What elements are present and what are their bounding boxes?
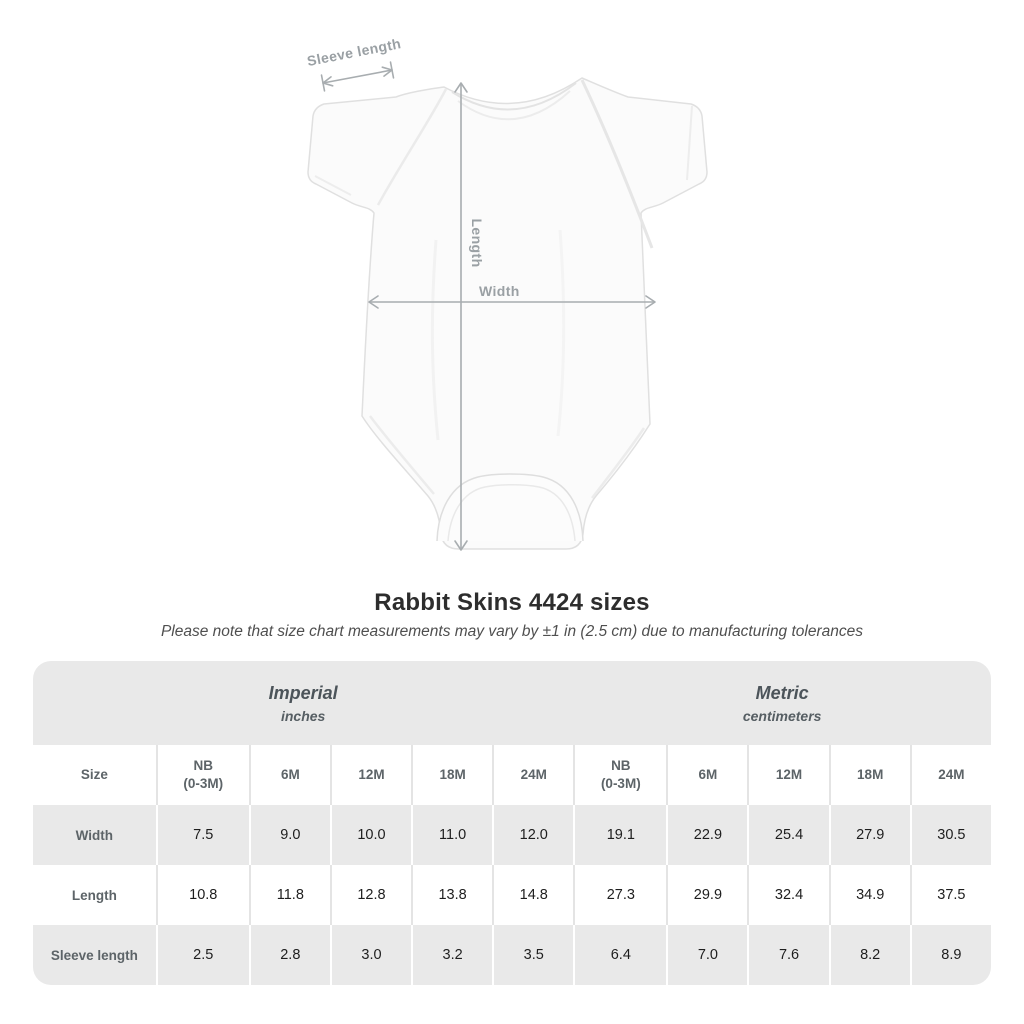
- col-header-metric-24m: 24M: [909, 745, 991, 805]
- cell: 12.8: [329, 865, 412, 925]
- cell: 11.0: [411, 805, 493, 865]
- col-header-imperial-24m: 24M: [492, 745, 574, 805]
- group-metric-unit: centimeters: [742, 707, 822, 724]
- cell: 25.4: [747, 805, 829, 865]
- row-label-width: Width: [33, 805, 156, 865]
- cell: 7.0: [666, 925, 748, 985]
- group-imperial-label: Imperial: [268, 682, 338, 703]
- group-header-imperial: Imperial inches: [33, 661, 574, 745]
- cell: 12.0: [492, 805, 574, 865]
- col-header-metric-18m: 18M: [828, 745, 910, 805]
- lap-shoulder-seams: [376, 79, 654, 249]
- neckline: [451, 82, 577, 121]
- size-column-header: Size: [33, 745, 156, 805]
- sleeve-length-label: Sleeve length: [306, 35, 403, 69]
- page-title: Rabbit Skins 4424 sizes: [374, 589, 650, 616]
- col-header-imperial-nb: NB (0-3M): [155, 745, 249, 805]
- cell: 7.6: [747, 925, 829, 985]
- group-imperial-unit: inches: [280, 707, 326, 724]
- cell: 10.0: [329, 805, 412, 865]
- width-label: Width: [479, 283, 520, 299]
- cell: 3.2: [411, 925, 493, 985]
- table-row-sleeve-length: Sleeve length 2.5 2.8 3.0 3.2 3.5 6.4 7.…: [33, 925, 991, 985]
- cell: 30.5: [909, 805, 991, 865]
- cell: 29.9: [666, 865, 748, 925]
- cell: 6.4: [573, 925, 667, 985]
- group-metric-label: Metric: [755, 682, 809, 703]
- col-header-metric-nb: NB (0-3M): [573, 745, 667, 805]
- sleeve-hems: [314, 105, 693, 196]
- leg-binding: [369, 415, 646, 499]
- row-label-length: Length: [33, 865, 156, 925]
- length-label: Length: [469, 218, 485, 267]
- cell: 7.5: [155, 805, 249, 865]
- table-row-width: Width 7.5 9.0 10.0 11.0 12.0 19.1 22.9 2…: [33, 805, 991, 865]
- cell: 37.5: [909, 865, 991, 925]
- col-header-imperial-12m: 12M: [329, 745, 412, 805]
- col-header-imperial-6m: 6M: [248, 745, 330, 805]
- row-label-sleeve-length: Sleeve length: [33, 925, 156, 985]
- length-arrow: [454, 82, 468, 551]
- cell: 13.8: [411, 865, 493, 925]
- size-chart-table: Imperial inches Metric centimeters Size …: [33, 661, 991, 985]
- cell: 19.1: [573, 805, 667, 865]
- column-header-row: Size NB (0-3M) 6M 12M 18M 24M NB (0-3M) …: [33, 745, 991, 805]
- tolerance-note: Please note that size chart measurements…: [160, 623, 864, 640]
- fabric-shading: [430, 229, 566, 441]
- group-header-metric: Metric centimeters: [573, 661, 991, 745]
- cell: 3.5: [492, 925, 574, 985]
- bodysuit-illustration: Sleeve length Length Width: [306, 35, 708, 551]
- bodysuit-outline: [307, 77, 708, 550]
- cell: 10.8: [155, 865, 249, 925]
- crotch-flap: [436, 473, 584, 542]
- table-row-length: Length 10.8 11.8 12.8 13.8 14.8 27.3 29.…: [33, 865, 991, 925]
- cell: 27.3: [573, 865, 667, 925]
- cell: 34.9: [828, 865, 910, 925]
- sleeve-length-arrow: [320, 61, 395, 92]
- cell: 27.9: [828, 805, 910, 865]
- col-header-metric-12m: 12M: [747, 745, 829, 805]
- cell: 14.8: [492, 865, 574, 925]
- cell: 22.9: [666, 805, 748, 865]
- cell: 8.2: [828, 925, 910, 985]
- cell: 32.4: [747, 865, 829, 925]
- col-header-metric-6m: 6M: [666, 745, 748, 805]
- cell: 2.8: [248, 925, 330, 985]
- width-arrow: [368, 295, 656, 309]
- cell: 2.5: [155, 925, 249, 985]
- col-header-imperial-18m: 18M: [411, 745, 493, 805]
- cell: 11.8: [248, 865, 330, 925]
- cell: 9.0: [248, 805, 330, 865]
- cell: 3.0: [329, 925, 412, 985]
- cell: 8.9: [909, 925, 991, 985]
- size-chart: Imperial inches Metric centimeters Size …: [33, 661, 991, 985]
- unit-group-row: Imperial inches Metric centimeters: [33, 661, 991, 745]
- bodysuit-measurement-diagram: Sleeve length Length Width: [306, 35, 708, 551]
